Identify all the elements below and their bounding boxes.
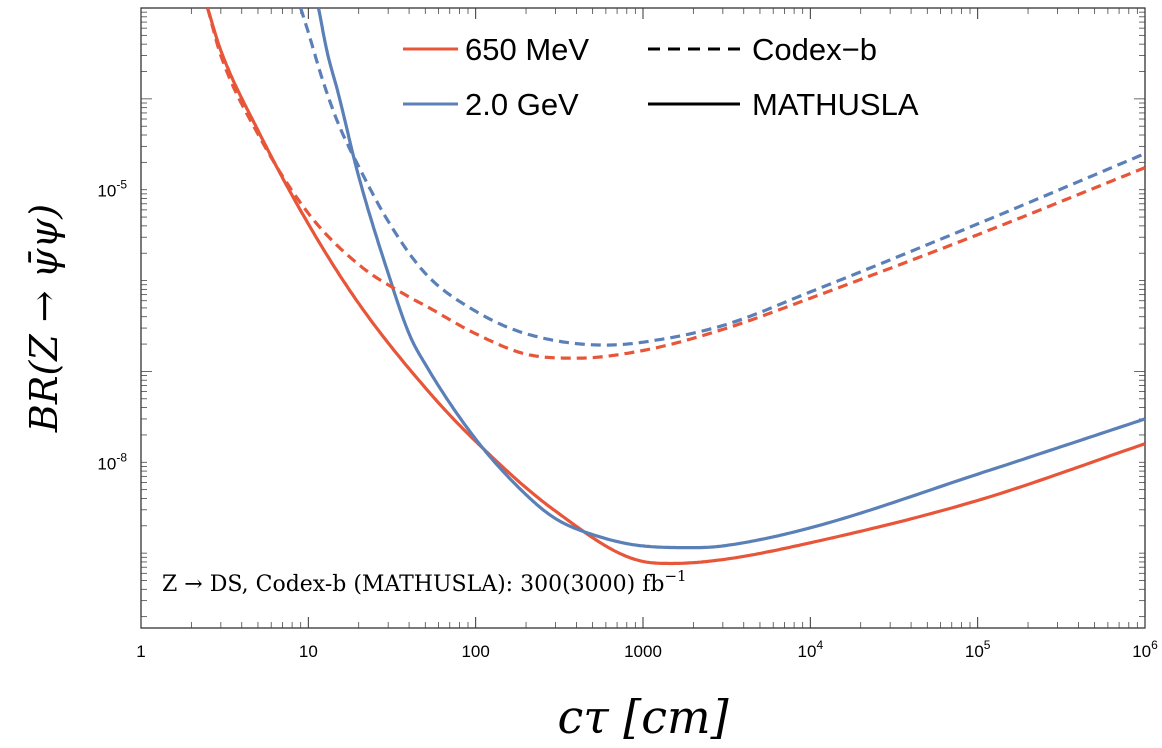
x-tick-label: 104 (798, 638, 824, 661)
x-tick-label: 10 (299, 642, 318, 661)
data-curves (206, 8, 1145, 566)
legend: 650 MeV 2.0 GeV Codex−b MATHUSLA (403, 32, 919, 122)
legend-label-mathusla: MATHUSLA (752, 87, 919, 122)
legend-label-650mev: 650 MeV (465, 32, 589, 67)
legend-label-2gev: 2.0 GeV (465, 87, 579, 122)
series-line-mathusla-650mev (206, 8, 1145, 566)
axis-ticks: 1 10 100 1000 104 105 106 10-5 10-8 (97, 8, 1158, 661)
series-line-codexb-20gev (299, 8, 1145, 347)
x-axis-title: cτ [cm] (557, 690, 728, 744)
x-tick-label: 100 (461, 642, 489, 661)
series-line-codexb-650mev (206, 8, 1145, 360)
y-axis-title: BR(Z → ψ̄ψ) (22, 204, 66, 433)
plot-frame (140, 7, 1146, 629)
x-tick-label: 1000 (624, 642, 662, 661)
annotation-superscript: −1 (664, 567, 686, 585)
x-tick-label: 106 (1132, 638, 1158, 661)
x-tick-label: 1 (136, 642, 145, 661)
x-tick-label: 105 (965, 638, 991, 661)
y-tick-label: 10-8 (97, 450, 127, 473)
legend-label-codexb: Codex−b (752, 32, 877, 67)
chart-annotation: Z → DS, Codex-b (MATHUSLA): 300(3000) fb… (162, 567, 687, 597)
y-tick-label: 10-5 (97, 178, 127, 201)
series-line-mathusla-20gev (316, 8, 1145, 550)
